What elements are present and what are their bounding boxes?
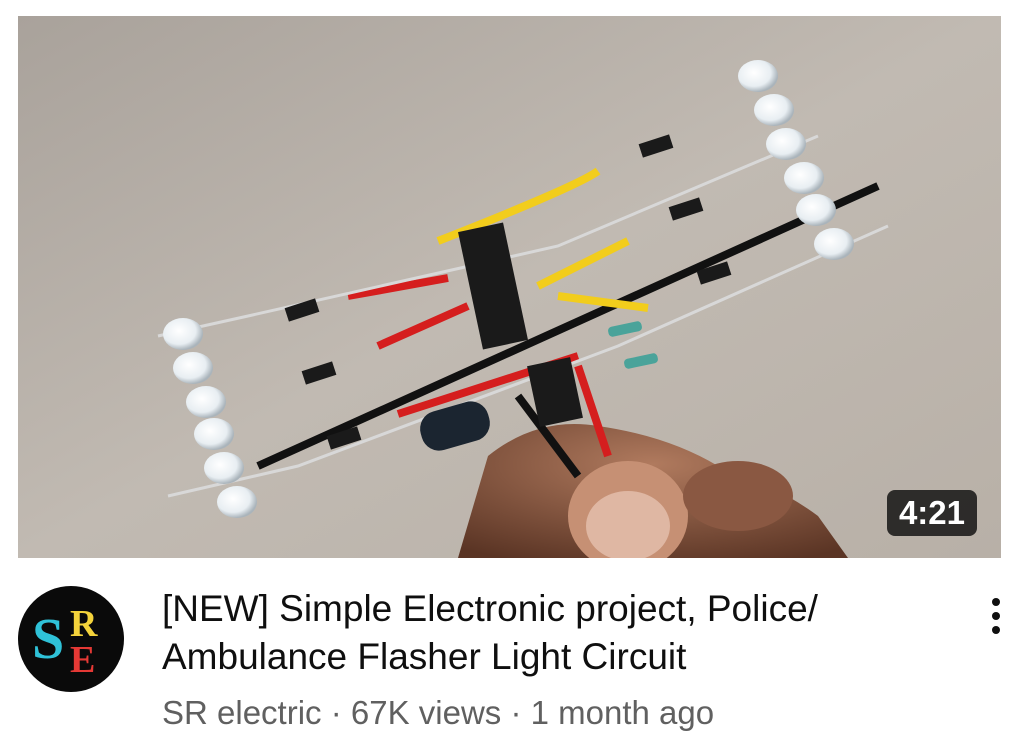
thumbnail-image — [18, 16, 1001, 558]
duration-badge: 4:21 — [886, 490, 977, 536]
more-vert-icon — [992, 598, 1000, 634]
video-thumbnail[interactable]: 4:21 — [18, 16, 1001, 558]
video-metadata: SR electric · 67K views · 1 month ago — [162, 694, 714, 732]
more-options-button[interactable] — [980, 592, 1010, 642]
svg-text:S: S — [32, 606, 64, 671]
video-title[interactable]: [NEW] Simple Electronic project, Police/… — [162, 588, 818, 677]
upload-age: 1 month ago — [530, 694, 715, 731]
channel-name[interactable]: SR electric — [162, 694, 322, 731]
channel-logo: S R E — [32, 603, 98, 681]
svg-text:R: R — [70, 603, 98, 645]
view-count: 67K views — [350, 694, 502, 731]
svg-text:E: E — [70, 639, 95, 681]
channel-avatar[interactable]: S R E — [18, 586, 124, 692]
meta-separator: · — [510, 694, 522, 731]
meta-separator: · — [330, 694, 342, 731]
